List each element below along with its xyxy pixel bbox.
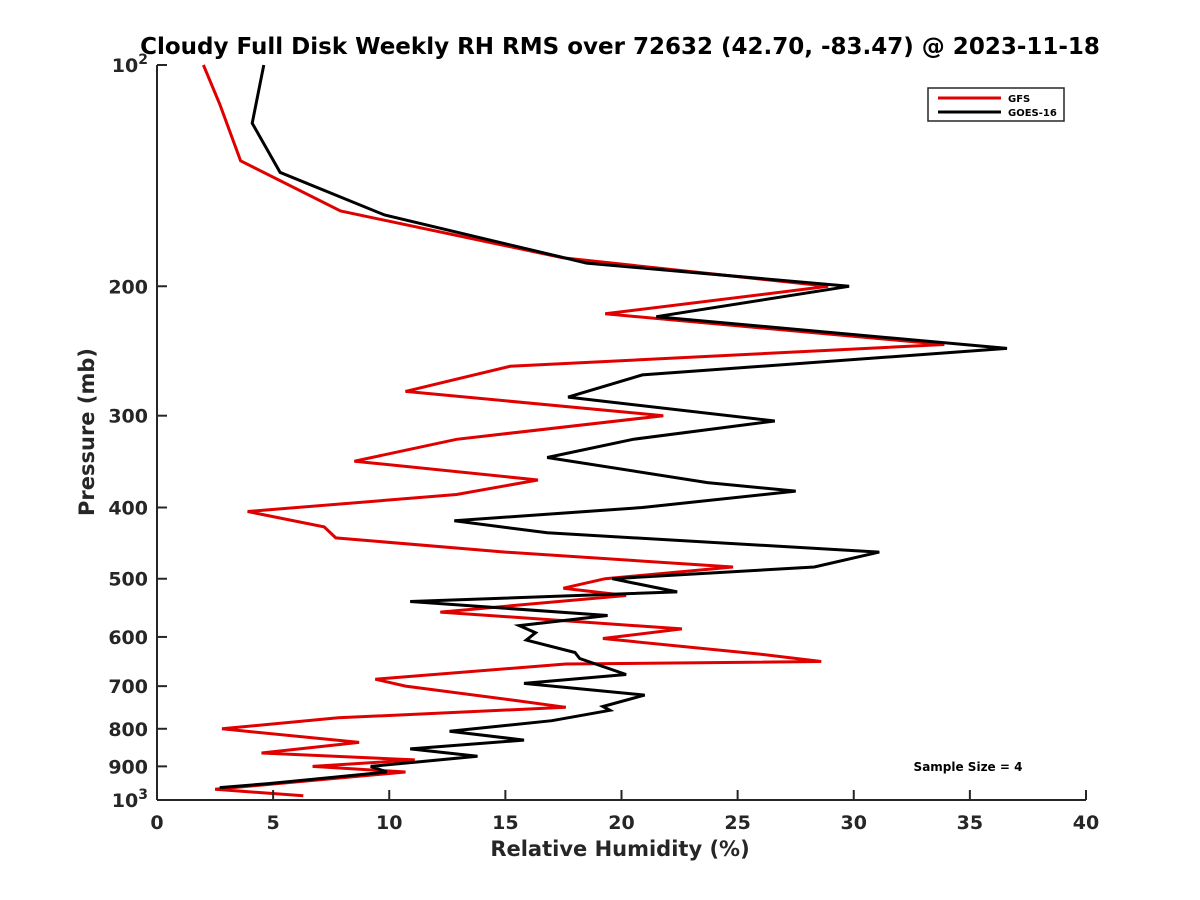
y-tick-label: 600 <box>108 627 148 649</box>
y-tick-label: 500 <box>108 569 148 591</box>
x-tick-label: 20 <box>608 812 634 834</box>
x-tick-label: 0 <box>150 812 163 834</box>
legend-label: GOES-16 <box>1008 108 1057 119</box>
x-tick-label: 5 <box>267 812 280 834</box>
x-tick-label: 10 <box>376 812 402 834</box>
y-tick-label: 800 <box>108 719 148 741</box>
y-tick-label: 102 <box>112 52 148 77</box>
x-tick-label: 40 <box>1073 812 1099 834</box>
x-tick-label: 25 <box>724 812 750 834</box>
chart-title: Cloudy Full Disk Weekly RH RMS over 7263… <box>140 34 1100 60</box>
series-line-gfs <box>202 64 945 798</box>
x-axis-label: Relative Humidity (%) <box>490 837 749 861</box>
x-tick-label: 30 <box>841 812 867 834</box>
legend: GFS GOES-16 <box>927 87 1065 122</box>
legend-label: GFS <box>1008 94 1030 105</box>
y-tick-label: 700 <box>108 676 148 698</box>
y-axis-label: Pressure (mb) <box>75 348 99 516</box>
series-line-goes-16 <box>219 64 1008 790</box>
y-tick-label: 200 <box>108 276 148 298</box>
x-tick-label: 15 <box>492 812 518 834</box>
x-tick-label: 35 <box>957 812 983 834</box>
y-tick-label: 103 <box>112 787 148 812</box>
series-layer <box>202 64 1008 798</box>
y-tick-label: 300 <box>108 406 148 428</box>
legend-box <box>927 87 1065 122</box>
sample-size-annotation: Sample Size = 4 <box>914 760 1023 774</box>
y-tick-label: 900 <box>108 756 148 778</box>
y-tick-label: 400 <box>108 498 148 520</box>
tick-labels: 0 5 10 15 20 25 30 35 40 102 200 300 400 500 600 700 800… <box>108 52 1099 834</box>
axes <box>156 64 1087 801</box>
